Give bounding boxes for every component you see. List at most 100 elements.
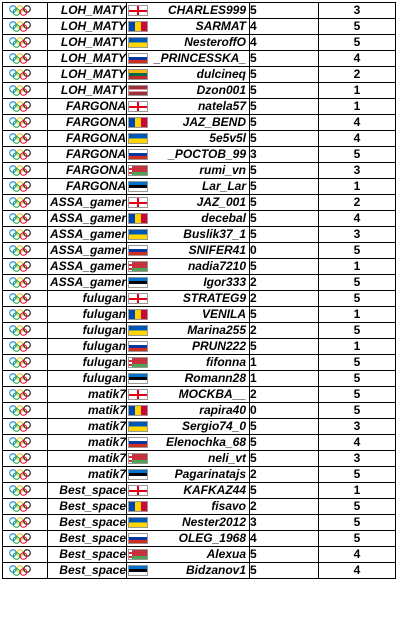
table-row: fulugan PRUN222 5 1 xyxy=(2,338,396,355)
player-cell: JAZ_001 xyxy=(126,194,250,211)
player-name: Alexua xyxy=(206,547,246,562)
rings-cell xyxy=(2,178,48,195)
player-name: decebal xyxy=(201,211,246,226)
score-1: 5 xyxy=(249,338,319,355)
team-name: ASSA_gamer xyxy=(47,242,127,259)
rings-cell xyxy=(2,434,48,451)
table-row: Best_space Nester2012 3 5 xyxy=(2,514,396,531)
player-name: rumi_vn xyxy=(199,163,246,178)
belarus-flag-icon xyxy=(128,549,148,560)
score-2: 2 xyxy=(318,66,396,83)
player-name: Pagarinatajs xyxy=(174,467,246,482)
olympic-rings-icon xyxy=(9,501,31,513)
player-name: JAZ_001 xyxy=(196,195,246,210)
olympic-rings-icon xyxy=(9,293,31,305)
moldova-flag-icon xyxy=(128,309,148,320)
rings-cell xyxy=(2,482,48,499)
player-name: natela57 xyxy=(197,99,246,114)
olympic-rings-icon xyxy=(9,101,31,113)
player-cell: Bidzanov1 xyxy=(126,562,250,579)
olympic-rings-icon xyxy=(9,389,31,401)
score-2: 5 xyxy=(318,242,396,259)
georgia-flag-icon xyxy=(128,389,148,400)
table-row: Best_space OLEG_1968 4 5 xyxy=(2,530,396,547)
russia-flag-icon xyxy=(128,53,148,64)
player-name: STRATEG9 xyxy=(182,291,246,306)
score-2: 3 xyxy=(318,2,396,19)
table-row: FARGONA _POCTOB_99 3 5 xyxy=(2,146,396,163)
player-name: KAFKAZ44 xyxy=(183,483,246,498)
score-1: 2 xyxy=(249,322,319,339)
rings-cell xyxy=(2,82,48,99)
score-1: 4 xyxy=(249,18,319,35)
score-2: 5 xyxy=(318,354,396,371)
player-cell: JAZ_BEND xyxy=(126,114,250,131)
score-2: 4 xyxy=(318,114,396,131)
player-cell: NesteroffO xyxy=(126,34,250,51)
score-1: 4 xyxy=(249,530,319,547)
player-name: CHARLES999 xyxy=(167,3,246,18)
team-name: fulugan xyxy=(47,306,127,323)
moldova-flag-icon xyxy=(128,21,148,32)
player-name: OLEG_1968 xyxy=(178,531,246,546)
player-name: fifonna xyxy=(206,355,246,370)
olympic-rings-icon xyxy=(9,229,31,241)
player-cell: rapira40 xyxy=(126,402,250,419)
ukraine-flag-icon xyxy=(128,517,148,528)
score-1: 5 xyxy=(249,50,319,67)
rings-cell xyxy=(2,546,48,563)
olympic-rings-icon xyxy=(9,261,31,273)
estonia-flag-icon xyxy=(128,469,148,480)
team-name: ASSA_gamer xyxy=(47,210,127,227)
table-row: ASSA_gamer SNIFER41 0 5 xyxy=(2,242,396,259)
latvia-flag-icon xyxy=(128,85,148,96)
score-1: 5 xyxy=(249,82,319,99)
table-row: LOH_MATY CHARLES999 5 3 xyxy=(2,2,396,19)
team-name: fulugan xyxy=(47,322,127,339)
player-name: JAZ_BEND xyxy=(182,115,246,130)
player-cell: OLEG_1968 xyxy=(126,530,250,547)
score-2: 5 xyxy=(318,402,396,419)
olympic-rings-icon xyxy=(9,149,31,161)
olympic-rings-icon xyxy=(9,357,31,369)
player-cell: decebal xyxy=(126,210,250,227)
player-cell: Pagarinatajs xyxy=(126,466,250,483)
score-2: 1 xyxy=(318,82,396,99)
belarus-flag-icon xyxy=(128,165,148,176)
belarus-flag-icon xyxy=(128,453,148,464)
georgia-flag-icon xyxy=(128,5,148,16)
score-1: 1 xyxy=(249,354,319,371)
rings-cell xyxy=(2,354,48,371)
team-name: matik7 xyxy=(47,418,127,435)
score-1: 5 xyxy=(249,482,319,499)
olympic-rings-icon xyxy=(9,245,31,257)
score-2: 1 xyxy=(318,178,396,195)
rings-cell xyxy=(2,466,48,483)
table-row: FARGONA 5e5v5l 5 4 xyxy=(2,130,396,147)
olympic-rings-icon xyxy=(9,469,31,481)
score-2: 1 xyxy=(318,98,396,115)
team-name: LOH_MATY xyxy=(47,18,127,35)
player-cell: nadia7210 xyxy=(126,258,250,275)
score-2: 3 xyxy=(318,226,396,243)
score-2: 5 xyxy=(318,530,396,547)
score-1: 5 xyxy=(249,194,319,211)
score-1: 5 xyxy=(249,162,319,179)
estonia-flag-icon xyxy=(128,373,148,384)
player-cell: PRUN222 xyxy=(126,338,250,355)
score-1: 5 xyxy=(249,2,319,19)
rings-cell xyxy=(2,322,48,339)
score-1: 5 xyxy=(249,114,319,131)
score-1: 5 xyxy=(249,434,319,451)
player-cell: _POCTOB_99 xyxy=(126,146,250,163)
player-cell: _PRINCESSKA_ xyxy=(126,50,250,67)
rings-cell xyxy=(2,498,48,515)
olympic-rings-icon xyxy=(9,21,31,33)
player-name: NesteroffO xyxy=(184,35,246,50)
team-name: FARGONA xyxy=(47,178,127,195)
player-name: 5e5v5l xyxy=(209,131,246,146)
ukraine-flag-icon xyxy=(128,229,148,240)
player-name: SARMAT xyxy=(195,19,246,34)
player-cell: Lar_Lar xyxy=(126,178,250,195)
player-cell: Nester2012 xyxy=(126,514,250,531)
